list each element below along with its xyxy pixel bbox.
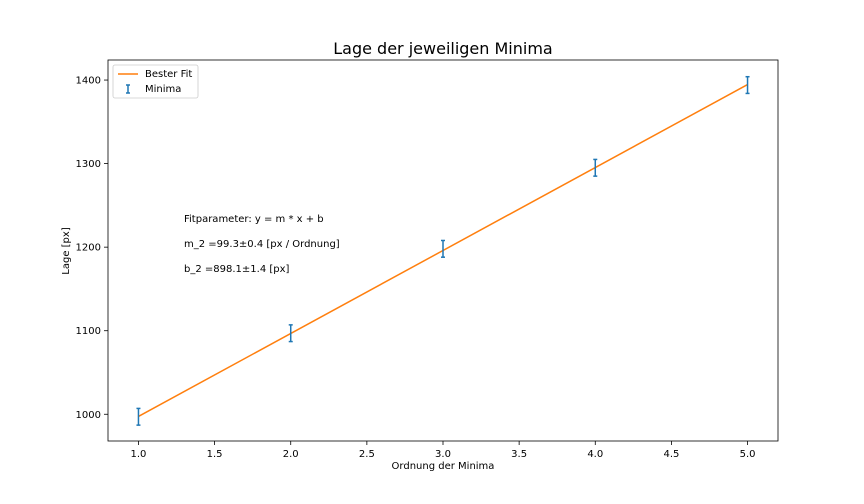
- annotation-fit-equation: Fitparameter: y = m * x + b: [184, 214, 324, 225]
- data-point-minima: [441, 239, 445, 258]
- annotation-slope: m_2 =99.3±0.4 [px / Ordnung]: [184, 239, 340, 250]
- y-tick-label: 1200: [76, 243, 101, 254]
- legend-label-fit: Bester Fit: [145, 69, 192, 80]
- y-tick-label: 1300: [76, 159, 101, 170]
- data-point-minima: [593, 158, 598, 177]
- y-tick-label: 1100: [76, 326, 101, 337]
- x-tick-label: 2.5: [359, 449, 375, 460]
- legend: Bester Fit Minima: [112, 64, 199, 99]
- x-tick-label: 1.0: [131, 449, 147, 460]
- x-tick-label: 4.0: [587, 449, 603, 460]
- x-tick-label: 3.5: [511, 449, 527, 460]
- y-tick-label: 1400: [76, 76, 101, 87]
- data-point-minima: [745, 75, 750, 95]
- y-axis: 1000 1100 1200 1300 1400: [76, 76, 108, 421]
- x-tick-label: 1.5: [207, 449, 223, 460]
- series-layer: [136, 75, 750, 426]
- x-tick-label: 5.0: [740, 449, 756, 460]
- x-axis-label: Ordnung der Minima: [392, 461, 495, 472]
- fit-annotation: Fitparameter: y = m * x + b m_2 =99.3±0.…: [184, 214, 340, 275]
- legend-label-minima: Minima: [145, 84, 181, 95]
- annotation-intercept: b_2 =898.1±1.4 [px]: [184, 264, 290, 275]
- x-tick-label: 4.5: [663, 449, 679, 460]
- x-tick-label: 3.0: [435, 449, 451, 460]
- plot-area: 1.0 1.5 2.0 2.5 3.0 3.5 4.0 4.5 5.0 1000 1100 1200…: [76, 59, 779, 460]
- y-axis-label: Lage [px]: [61, 227, 72, 275]
- data-point-minima: [288, 324, 293, 343]
- x-axis: 1.0 1.5 2.0 2.5 3.0 3.5 4.0 4.5 5.0: [131, 441, 756, 460]
- chart-title: Lage der jeweiligen Minima: [333, 39, 552, 58]
- x-tick-label: 2.0: [283, 449, 299, 460]
- data-point-minima: [136, 407, 141, 426]
- y-tick-label: 1000: [76, 410, 101, 421]
- legend-errorbar-icon: [126, 84, 130, 94]
